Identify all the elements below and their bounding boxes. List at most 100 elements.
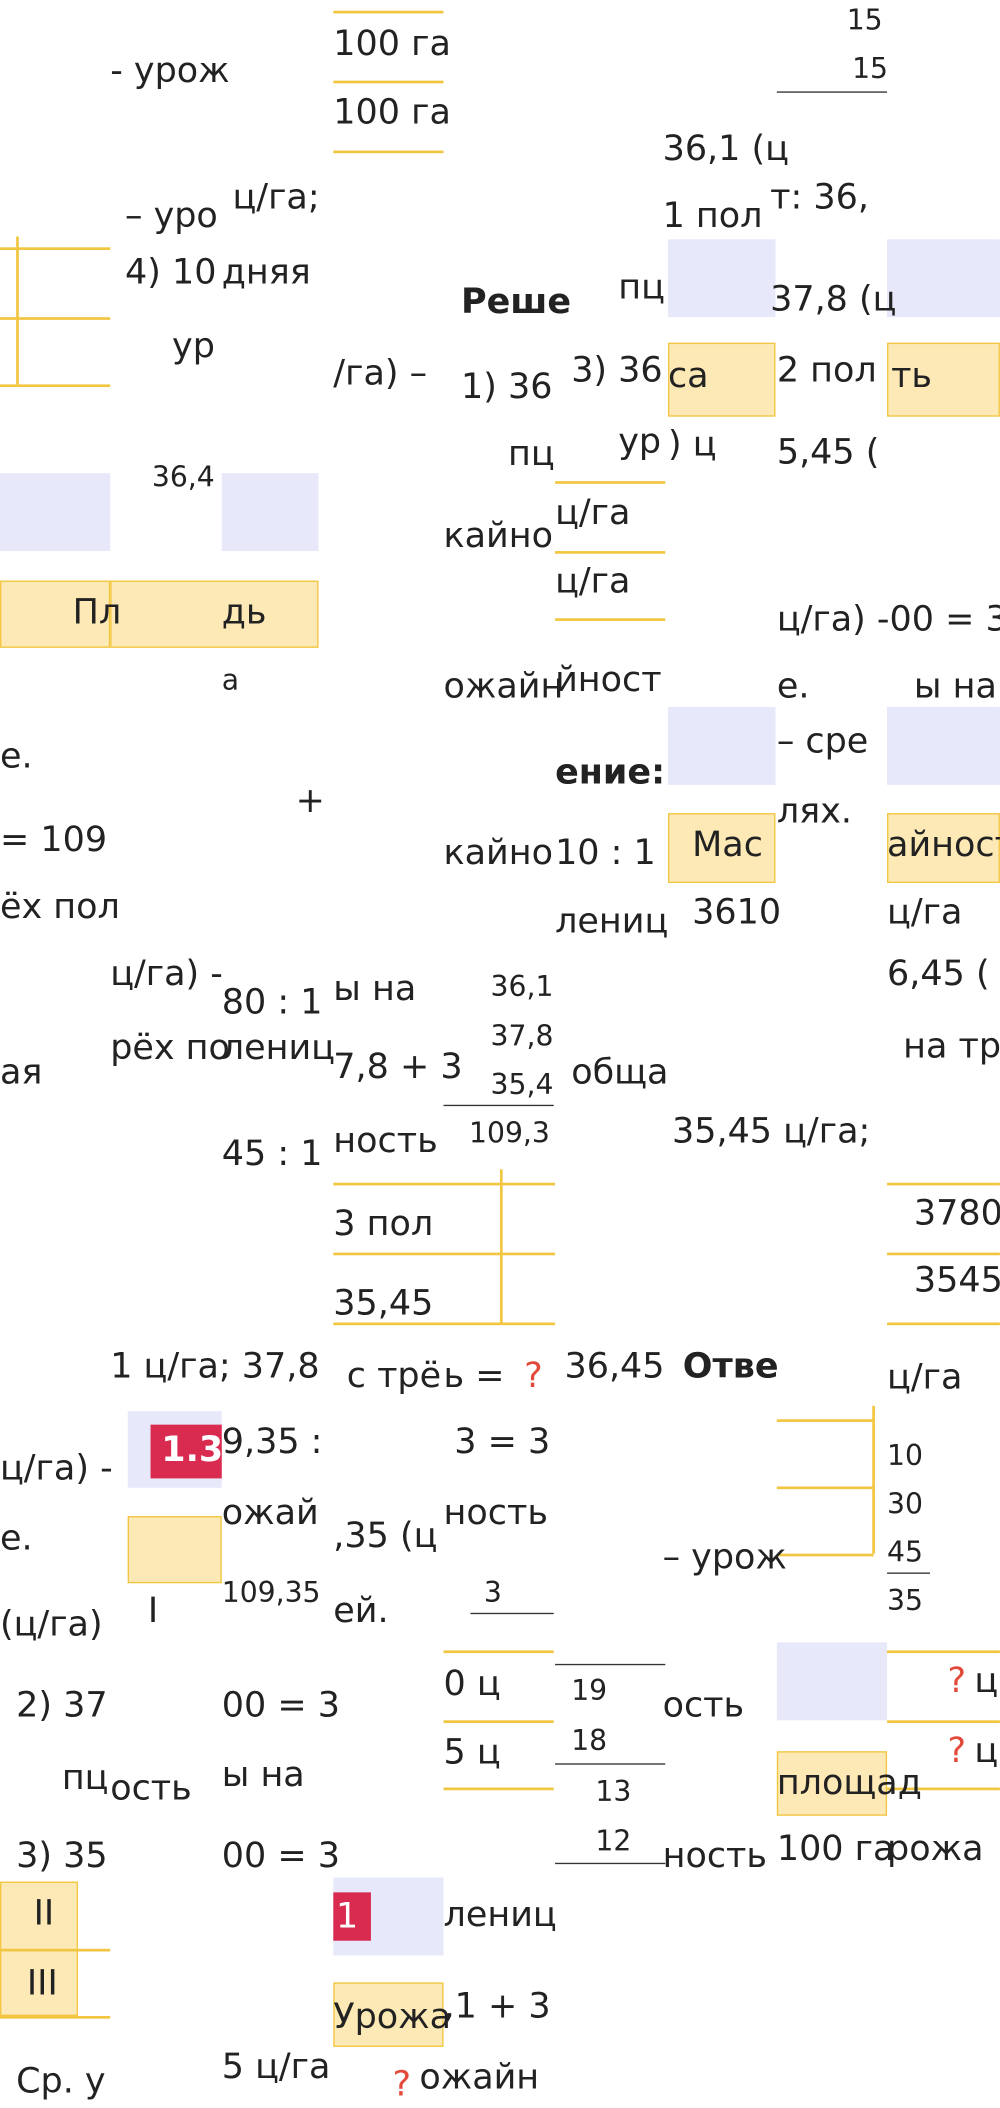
text-fragment: ь = <box>443 1356 505 1397</box>
text-fragment: 45 <box>887 1536 923 1569</box>
cell <box>221 473 319 552</box>
cell <box>887 342 1000 417</box>
cell <box>776 1642 888 1721</box>
cell <box>333 1982 444 2047</box>
text-fragment: ы на <box>333 969 417 1010</box>
rule <box>0 384 111 388</box>
text-fragment: (ц/га) <box>0 1604 103 1646</box>
text-fragment: лениц <box>443 1895 557 1936</box>
rule <box>887 1720 1000 1724</box>
text-fragment: – урож <box>662 1537 787 1578</box>
text-fragment: площад <box>776 1763 922 1804</box>
text-fragment: 9,35 : <box>221 1421 323 1463</box>
rule <box>0 317 111 320</box>
text-fragment: 18 <box>571 1724 608 1757</box>
rule <box>887 1650 1000 1654</box>
text-fragment: 5 ц/га <box>221 2046 331 2088</box>
text-fragment: 36,1 <box>490 970 554 1003</box>
cell <box>887 813 1000 884</box>
text-fragment: 1) 36 <box>460 366 553 408</box>
text-fragment: 13 <box>595 1775 632 1808</box>
text-fragment: ц/га <box>555 493 631 534</box>
text-fragment: ц/га <box>887 892 963 933</box>
cell <box>667 239 776 318</box>
sum-line <box>887 1572 931 1574</box>
text-fragment: ц/га <box>887 1357 963 1398</box>
text-fragment: лениц <box>555 901 669 943</box>
text-fragment: ц <box>974 1731 999 1772</box>
text-fragment: е. <box>0 1518 33 1560</box>
text-fragment: 37,8 <box>490 1020 554 1053</box>
text-fragment: 1 <box>336 1896 359 1937</box>
text-fragment: лениц <box>221 1028 335 1069</box>
text-fragment: е. <box>0 736 33 777</box>
cell <box>667 342 776 417</box>
text-fragment: 15 <box>852 52 889 85</box>
rule <box>333 1182 556 1186</box>
rule <box>333 150 444 154</box>
text-fragment: ) ц <box>667 424 717 466</box>
text-fragment: Реше <box>460 282 572 323</box>
text-fragment: – уро <box>124 196 218 237</box>
text-fragment: = 109 <box>0 819 108 861</box>
text-fragment: ожайн <box>443 666 564 707</box>
rule <box>776 1553 874 1557</box>
text-fragment: ц/га; <box>232 177 320 218</box>
text-fragment: 19 <box>571 1674 608 1707</box>
text-fragment: 37,8 (ц <box>770 279 897 320</box>
cell <box>887 706 1000 785</box>
rule <box>887 1252 1000 1256</box>
text-fragment: рёх по <box>110 1028 230 1069</box>
text-fragment: ? <box>524 1356 543 1397</box>
division-line <box>555 1663 666 1666</box>
text-fragment: 3780 <box>913 1193 1000 1234</box>
rule <box>333 10 444 14</box>
badge <box>150 1424 222 1479</box>
division-line <box>470 1612 554 1615</box>
text-fragment: ожай <box>221 1493 319 1534</box>
text-fragment: ур <box>172 326 215 367</box>
text-fragment: 109,35 <box>221 1576 321 1609</box>
text-fragment: ц/га) -00 = 3 <box>776 599 1000 640</box>
cell <box>110 580 319 648</box>
text-fragment: 35,45 <box>333 1283 434 1324</box>
text-fragment: 35,4 <box>490 1068 554 1101</box>
text-fragment: 15 <box>846 4 883 37</box>
rule <box>16 236 19 385</box>
text-fragment: кайно <box>443 833 553 874</box>
text-fragment: ность <box>333 1120 438 1162</box>
text-fragment: 3610 <box>692 892 782 933</box>
text-fragment: 30 <box>887 1487 923 1521</box>
rule <box>887 1182 1000 1186</box>
text-fragment: 36,4 <box>151 460 215 494</box>
text-fragment: ть <box>891 356 933 397</box>
text-fragment: 109,3 <box>469 1116 550 1150</box>
text-fragment: 45 : 1 <box>221 1134 323 1175</box>
cell <box>667 813 776 884</box>
text-fragment: 35,45 ц/га; <box>672 1111 871 1152</box>
rule <box>555 551 666 554</box>
text-fragment: 00 = 3 <box>221 1835 340 1877</box>
text-fragment: ая <box>0 1052 43 1093</box>
text-fragment: ? <box>947 1661 967 1702</box>
text-fragment: са <box>667 356 709 397</box>
text-fragment: 3 = 3 <box>454 1421 551 1463</box>
text-fragment: ц/га <box>555 561 631 603</box>
text-fragment: ожайн <box>419 2057 540 2098</box>
cell <box>667 706 776 785</box>
text-fragment: Пл <box>72 592 122 634</box>
text-fragment: Урожа <box>333 1997 452 2038</box>
text-fragment: ость <box>662 1685 745 1726</box>
rule <box>443 1650 554 1654</box>
rule <box>776 1486 874 1490</box>
text-fragment: I <box>147 1591 159 1632</box>
rule <box>555 618 666 621</box>
cell <box>0 580 111 648</box>
text-fragment: 2) 37 <box>16 1685 108 1726</box>
text-fragment: айност <box>887 825 1000 866</box>
text-fragment: 36,45 <box>564 1346 665 1388</box>
rule <box>443 1720 554 1724</box>
text-fragment: Ср. у <box>16 2061 106 2103</box>
cell <box>0 473 111 552</box>
